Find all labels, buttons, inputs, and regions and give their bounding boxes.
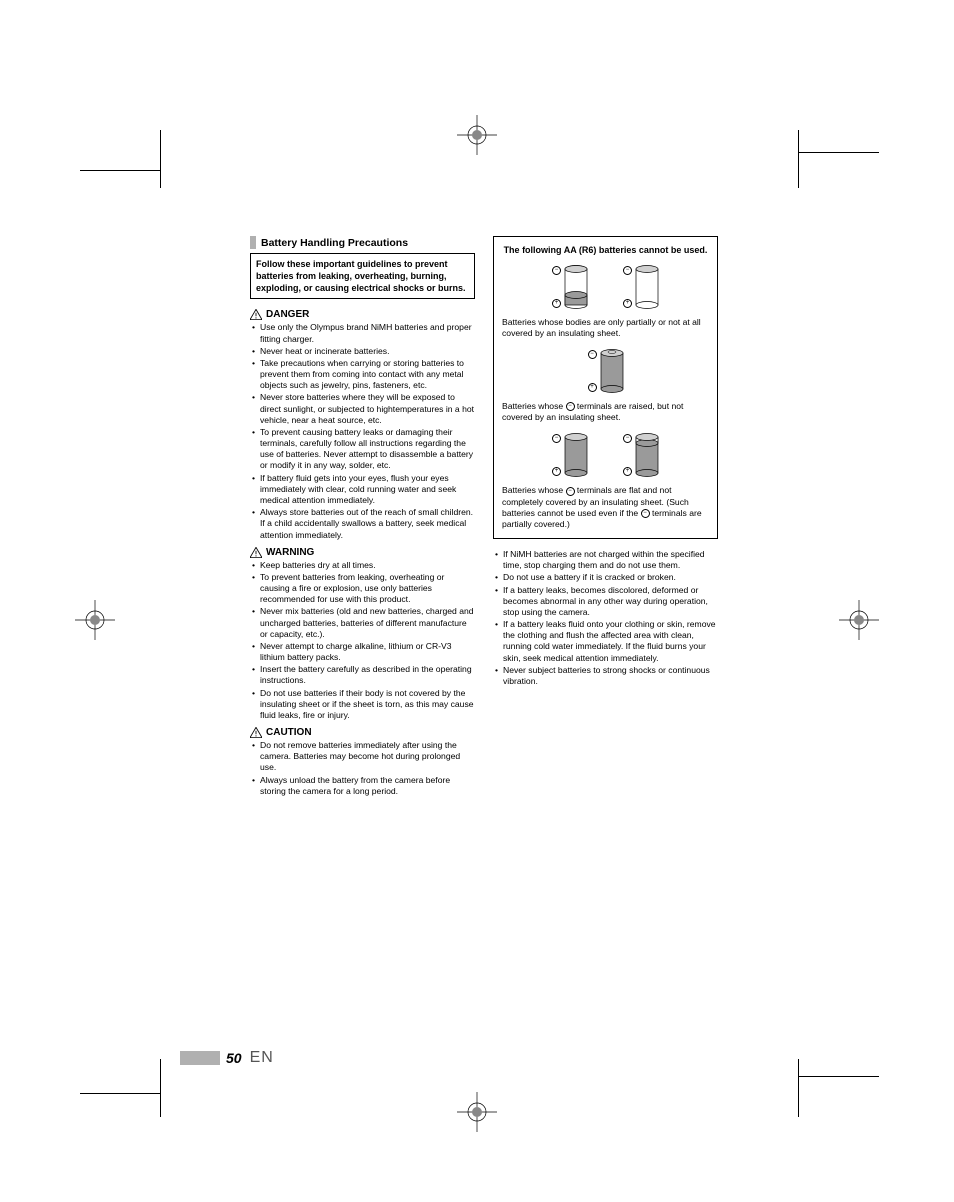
left-column: Battery Handling Precautions Follow thes…	[250, 236, 475, 798]
warning-list: Keep batteries dry at all times.To preve…	[250, 560, 475, 721]
list-item: To prevent causing battery leaks or dama…	[250, 427, 475, 472]
minus-terminal-icon: −	[566, 402, 575, 411]
minus-terminal-icon: −	[566, 487, 575, 496]
list-item: If battery fluid gets into your eyes, fl…	[250, 473, 475, 507]
right-column: The following AA (R6) batteries cannot b…	[493, 236, 718, 798]
crop-mark	[160, 130, 161, 188]
danger-list: Use only the Olympus brand NiMH batterie…	[250, 322, 475, 540]
caution-heading: CAUTION	[250, 727, 475, 738]
list-item: Take precautions when carrying or storin…	[250, 358, 475, 392]
crop-mark	[80, 170, 160, 171]
warning-triangle-icon	[250, 727, 262, 738]
list-item: Always store batteries out of the reach …	[250, 507, 475, 541]
list-item: Never attempt to charge alkaline, lithiu…	[250, 641, 475, 663]
battery-caption-2: Batteries whose − terminals are raised, …	[502, 401, 709, 423]
list-item: If a battery leaks, becomes discolored, …	[493, 585, 718, 619]
list-item: Never mix batteries (old and new batteri…	[250, 606, 475, 640]
battery-row-3: −+ −+	[502, 433, 709, 477]
page-footer: 50 EN	[180, 1049, 274, 1067]
list-item: Never subject batteries to strong shocks…	[493, 665, 718, 687]
danger-label: DANGER	[266, 309, 309, 320]
page-number: 50	[226, 1050, 242, 1066]
crop-mark	[80, 1093, 160, 1094]
battery-diagram: −+	[623, 265, 659, 309]
page-content: Battery Handling Precautions Follow thes…	[250, 236, 720, 798]
list-item: Insert the battery carefully as describe…	[250, 664, 475, 686]
registration-mark-icon	[75, 600, 115, 640]
battery-icon	[564, 265, 588, 309]
registration-mark-icon	[839, 600, 879, 640]
list-item: If NiMH batteries are not charged within…	[493, 549, 718, 571]
list-item: If a battery leaks fluid onto your cloth…	[493, 619, 718, 664]
caption-text: Batteries whose	[502, 401, 566, 411]
list-item: Keep batteries dry at all times.	[250, 560, 475, 571]
battery-diagram: −+	[552, 265, 588, 309]
battery-icon	[564, 433, 588, 477]
battery-caption-3: Batteries whose − terminals are flat and…	[502, 485, 709, 530]
list-item: Do not remove batteries immediately afte…	[250, 740, 475, 774]
crop-mark	[799, 152, 879, 153]
crop-mark	[160, 1059, 161, 1117]
page-language: EN	[250, 1049, 274, 1067]
caution-label: CAUTION	[266, 727, 312, 738]
battery-icon	[635, 265, 659, 309]
list-item: To prevent batteries from leaking, overh…	[250, 572, 475, 606]
battery-diagram: −+	[588, 349, 624, 393]
battery-caption-1: Batteries whose bodies are only partiall…	[502, 317, 709, 339]
registration-mark-icon	[457, 1092, 497, 1132]
battery-icon	[635, 433, 659, 477]
title-bar-icon	[250, 236, 256, 249]
crop-mark	[798, 1059, 799, 1117]
registration-mark-icon	[457, 115, 497, 155]
minus-terminal-icon: −	[641, 509, 650, 518]
intro-box: Follow these important guidelines to pre…	[250, 253, 475, 299]
footer-bar-icon	[180, 1051, 220, 1065]
danger-heading: DANGER	[250, 309, 475, 320]
battery-box: The following AA (R6) batteries cannot b…	[493, 236, 718, 539]
list-item: Do not use batteries if their body is no…	[250, 688, 475, 722]
battery-row-1: −+ −+	[502, 265, 709, 309]
list-item: Always unload the battery from the camer…	[250, 775, 475, 797]
list-item: Do not use a battery if it is cracked or…	[493, 572, 718, 583]
battery-diagram: −+	[623, 433, 659, 477]
battery-icon	[600, 349, 624, 393]
crop-mark	[799, 1076, 879, 1077]
list-item: Use only the Olympus brand NiMH batterie…	[250, 322, 475, 344]
section-title: Battery Handling Precautions	[261, 237, 408, 249]
crop-mark	[798, 130, 799, 188]
warning-triangle-icon	[250, 547, 262, 558]
warning-triangle-icon	[250, 309, 262, 320]
warning-label: WARNING	[266, 547, 314, 558]
right-bullets: If NiMH batteries are not charged within…	[493, 549, 718, 687]
caution-list: Do not remove batteries immediately afte…	[250, 740, 475, 797]
warning-heading: WARNING	[250, 547, 475, 558]
section-title-row: Battery Handling Precautions	[250, 236, 475, 249]
battery-diagram: −+	[552, 433, 588, 477]
list-item: Never store batteries where they will be…	[250, 392, 475, 426]
battery-box-title: The following AA (R6) batteries cannot b…	[502, 245, 709, 257]
list-item: Never heat or incinerate batteries.	[250, 346, 475, 357]
battery-row-2: −+	[502, 349, 709, 393]
caption-text: Batteries whose	[502, 485, 566, 495]
